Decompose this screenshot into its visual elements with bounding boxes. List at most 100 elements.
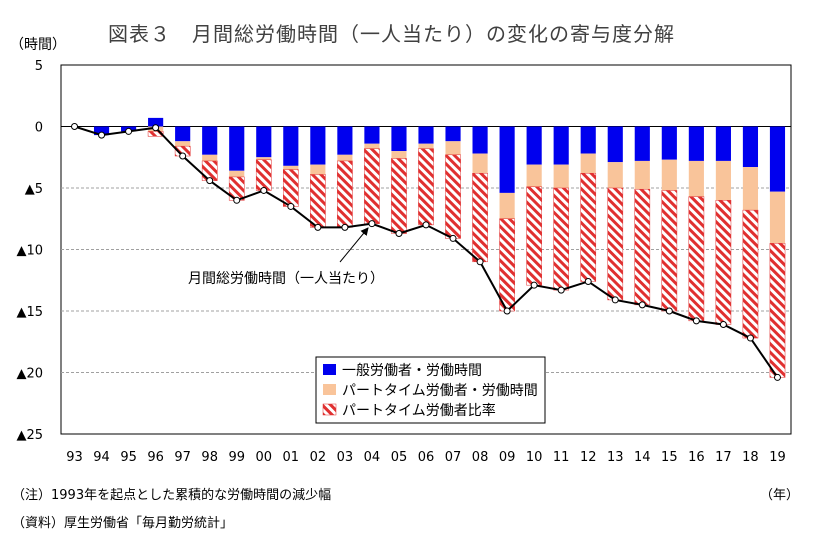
bar-segment-1 xyxy=(175,141,191,147)
total-line-point xyxy=(638,301,646,309)
bar-segment-0 xyxy=(283,126,299,166)
total-line-point xyxy=(395,230,403,238)
x-tick-label: 04 xyxy=(364,450,381,465)
x-tick-labels: 93 94 95 96 97 98 99 00 01 02 03 04 05 06 07 08 09 10 11 12… xyxy=(66,450,786,465)
line-annotation: 月間総労働時間（一人当たり） xyxy=(188,227,384,287)
total-line-point xyxy=(125,127,133,135)
total-line-point xyxy=(71,123,79,130)
bar-segment-1 xyxy=(229,170,245,177)
total-line-point xyxy=(476,258,484,266)
bar-segment-0 xyxy=(310,126,326,165)
total-line-point xyxy=(584,277,592,285)
bar-segment-0 xyxy=(229,126,245,171)
bar-segment-2 xyxy=(688,196,705,322)
bar-segment-1 xyxy=(202,154,218,161)
bar-segment-2 xyxy=(255,159,272,191)
x-tick-label: 07 xyxy=(445,450,462,465)
x-tick-label: 01 xyxy=(283,450,300,465)
legend-swatch-parttime-hours xyxy=(323,384,336,395)
bar-segment-1 xyxy=(607,162,623,188)
x-tick-label: 00 xyxy=(256,450,273,465)
y-tick-label: ▲10 xyxy=(16,244,43,259)
bar-segment-1 xyxy=(553,164,569,188)
x-axis-unit: （年） xyxy=(760,488,800,503)
x-tick-label: 98 xyxy=(201,450,218,465)
x-tick-label: 15 xyxy=(661,450,678,465)
legend-label-parttime-hours: パートタイム労働者・労働時間 xyxy=(342,383,538,399)
total-line-point xyxy=(530,281,538,289)
total-line-point xyxy=(341,223,349,231)
bar-segment-0 xyxy=(391,126,407,152)
x-tick-label: 18 xyxy=(742,450,759,465)
total-line-point xyxy=(692,317,700,325)
x-tick-label: 93 xyxy=(66,450,83,465)
x-tick-label: 09 xyxy=(499,450,516,465)
total-line-point xyxy=(746,334,754,342)
bar-segment-0 xyxy=(526,126,542,165)
bar-segment-1 xyxy=(283,165,299,170)
bar-segment-1 xyxy=(769,191,786,244)
total-line-point xyxy=(152,124,160,132)
total-line-point xyxy=(179,152,187,160)
bar-segment-1 xyxy=(634,160,650,190)
bar-segment-1 xyxy=(472,153,488,174)
bar-segment-0 xyxy=(715,126,731,161)
total-line-point xyxy=(98,131,106,139)
total-line xyxy=(71,123,781,381)
bar-segment-0 xyxy=(634,126,650,161)
bar-segment-2 xyxy=(337,160,353,228)
x-tick-label: 03 xyxy=(337,450,354,465)
bar-segment-1 xyxy=(445,141,461,155)
annotation-arrow xyxy=(339,227,369,263)
y-tick-label: ▲15 xyxy=(16,305,43,320)
bar-segment-1 xyxy=(715,160,731,201)
bar-segment-2 xyxy=(634,188,651,306)
bar-segment-2 xyxy=(391,158,407,234)
x-tick-label: 95 xyxy=(120,450,137,465)
bar-segment-1 xyxy=(742,167,759,211)
bar-segment-1 xyxy=(310,164,326,175)
total-line-point xyxy=(233,196,241,204)
bars xyxy=(93,117,786,378)
x-tick-label: 14 xyxy=(634,450,651,465)
x-tick-label: 13 xyxy=(607,450,624,465)
bar-segment-2 xyxy=(742,209,759,339)
bar-segment-1 xyxy=(337,154,353,161)
x-tick-label: 19 xyxy=(769,450,786,465)
y-tick-label: ▲25 xyxy=(16,428,43,443)
y-axis-unit: （時間） xyxy=(10,37,66,53)
bar-segment-2 xyxy=(147,131,164,137)
bar-segment-0 xyxy=(472,126,488,154)
bar-segment-1 xyxy=(391,151,407,159)
bar-segment-2 xyxy=(661,190,678,312)
bar-segment-1 xyxy=(526,164,542,187)
bar-segment-2 xyxy=(553,187,570,291)
bar-segment-1 xyxy=(580,153,596,174)
bar-segment-2 xyxy=(364,148,380,224)
bar-segment-2 xyxy=(526,186,542,286)
y-tick-label: ▲20 xyxy=(16,367,43,382)
x-tick-label: 96 xyxy=(147,450,164,465)
bar-segment-2 xyxy=(580,172,597,282)
total-line-point xyxy=(368,220,376,228)
total-line-point xyxy=(503,307,511,315)
bar-segment-0 xyxy=(256,126,272,158)
bar-segment-0 xyxy=(93,126,110,136)
total-line-point xyxy=(611,296,619,304)
total-line-point xyxy=(287,202,295,210)
bar-segment-2 xyxy=(607,187,624,301)
bar-segment-0 xyxy=(364,126,380,144)
bar-segment-0 xyxy=(769,126,786,192)
x-tick-label: 97 xyxy=(174,450,191,465)
bar-segment-1 xyxy=(661,159,677,191)
bar-segment-1 xyxy=(364,143,380,149)
x-tick-label: 02 xyxy=(310,450,327,465)
legend-box xyxy=(315,356,546,424)
bar-segment-0 xyxy=(607,126,623,163)
bar-segment-1 xyxy=(499,192,515,219)
x-tick-label: 12 xyxy=(580,450,597,465)
bar-segment-0 xyxy=(202,126,218,155)
legend-swatch-general xyxy=(323,364,336,375)
bar-segment-0 xyxy=(688,126,704,161)
